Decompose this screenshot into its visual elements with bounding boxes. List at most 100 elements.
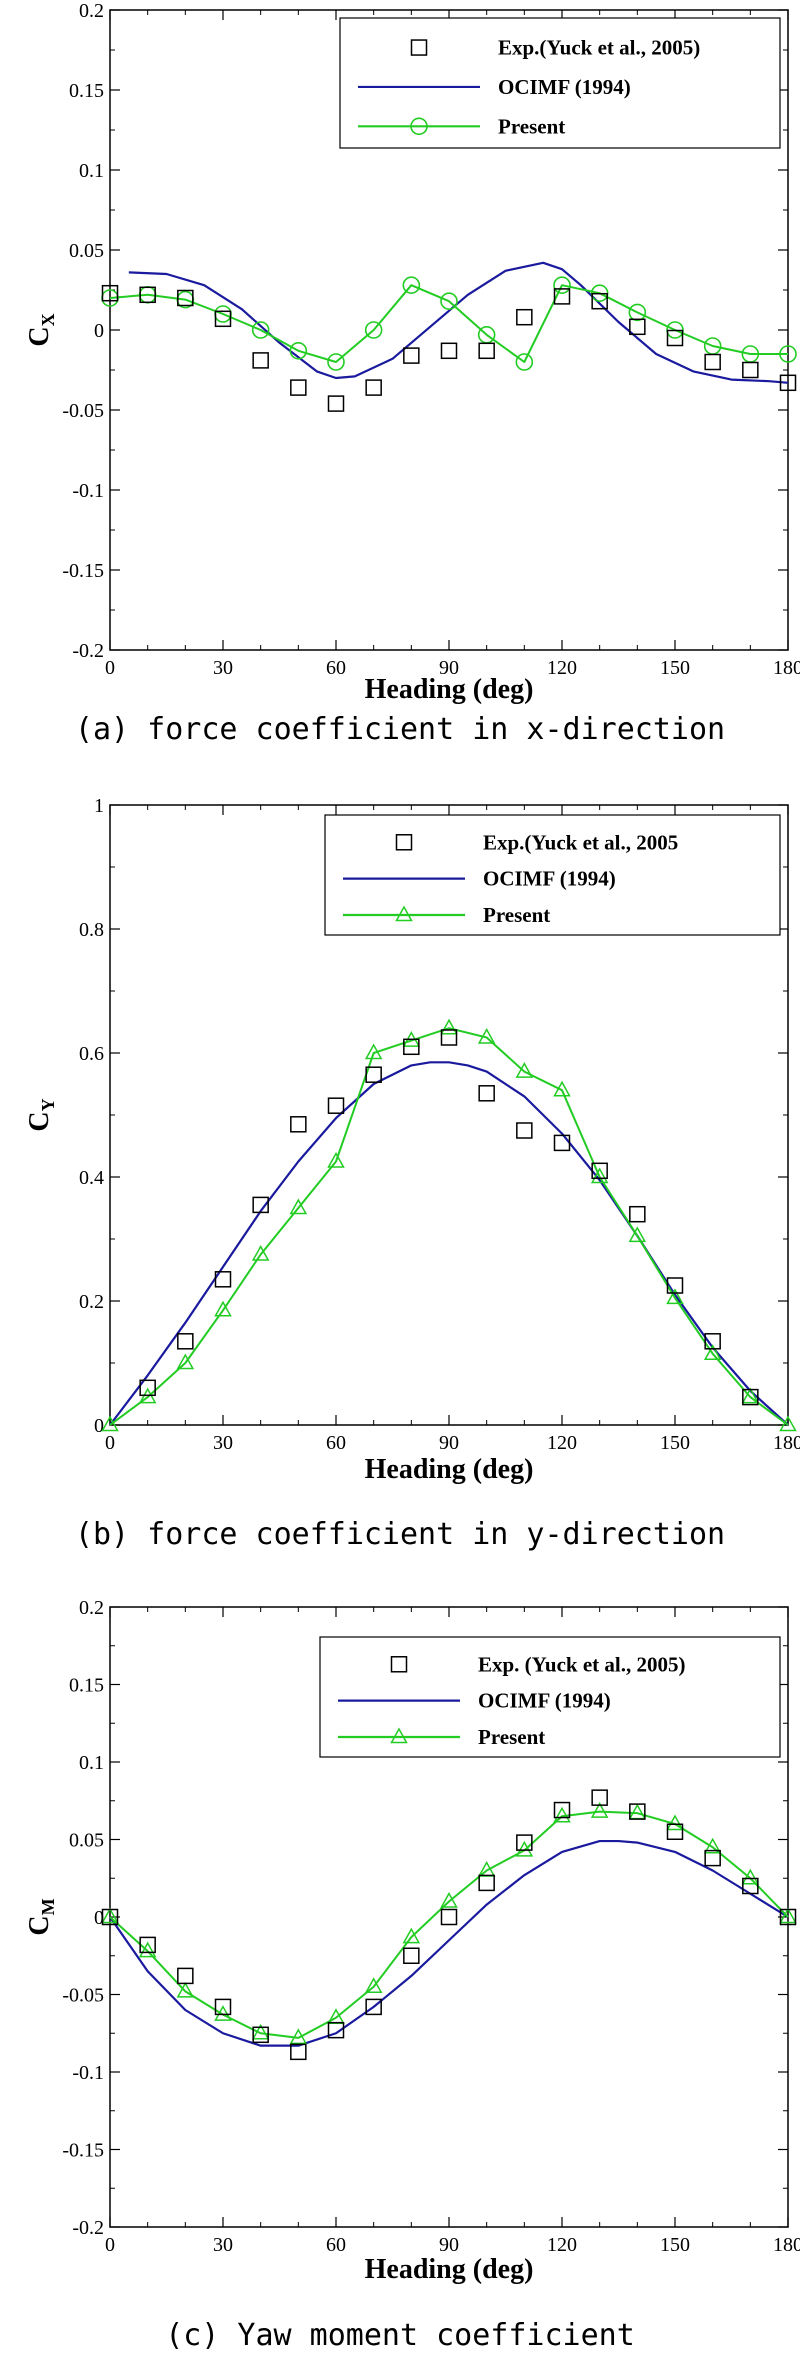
y-tick-label: 0.8 [79,919,104,941]
data-point-square [177,1967,194,1985]
y-tick-label: 0.15 [69,80,104,102]
y-tick-label: 1 [94,795,104,817]
data-point-square [666,329,684,347]
data-point-circle [364,321,383,339]
data-point-square [139,1936,156,1954]
data-point-square [139,1379,156,1397]
data-point-square [252,352,269,369]
data-point-circle [553,276,571,295]
data-point-square [704,353,721,371]
data-point-triangle [251,1244,270,1261]
data-point-square [742,361,759,379]
data-point-triangle [666,1814,684,1831]
y-tick-label: -0.05 [62,1985,104,2007]
legend-label: Present [478,1725,545,1749]
data-point-triangle [515,1840,534,1857]
data-point-square [327,2021,345,2039]
data-point-triangle [553,1806,571,1823]
y-axis-label: CM [24,1898,58,1935]
data-point-triangle [628,1803,647,1820]
legend-label: OCIMF (1994) [478,1689,611,1713]
x-tick-label: 150 [660,1432,690,1454]
data-point-square [516,1834,533,1851]
x-tick-label: 0 [105,1432,115,1454]
data-point-square [403,1947,420,1964]
x-tick-label: 90 [439,657,459,679]
data-point-square [410,39,428,56]
data-point-circle [327,353,345,371]
data-point-square [290,379,307,396]
y-tick-label: -0.1 [72,480,104,502]
data-point-square [327,395,345,412]
legend: Exp.(Yuck et al., 2005 OCIMF (1994) Presen… [324,814,781,936]
x-tick-label: 0 [105,657,115,679]
data-point-triangle [138,1941,157,1958]
data-point-square [440,1029,458,1046]
y-tick-label: 0 [94,1907,104,1929]
x-tick-label: 30 [213,657,233,679]
caption-a: (a) force coefficient in x-direction [74,712,726,747]
data-point-square [290,2043,307,2061]
y-tick-label: 0.05 [69,1830,104,1852]
data-point-circle [410,117,428,136]
x-tick-label: 90 [439,1432,459,1454]
y-tick-label: -0.2 [72,2217,104,2239]
data-point-square [591,292,608,310]
y-tick-label: 0.2 [79,1597,104,1619]
legend-label: OCIMF (1994) [483,867,616,891]
data-point-triangle [251,2023,270,2040]
legend: Exp.(Yuck et al., 2005) OCIMF (1994) Prese… [339,17,781,149]
data-point-square [629,318,646,336]
x-tick-label: 0 [105,2234,115,2256]
y-axis-label-main: C [24,1111,55,1131]
data-point-square [779,1908,797,1926]
x-tick-label: 180 [773,2234,800,2256]
y-tick-label: 0.2 [79,0,104,22]
data-point-triangle [703,1837,722,1854]
data-point-square [704,1849,721,1867]
data-point-triangle [703,1344,722,1360]
data-point-circle [402,276,421,295]
data-point-triangle [364,1043,383,1060]
data-point-square [214,1271,232,1288]
data-point-square [177,289,194,307]
data-point-square [629,1803,646,1820]
data-point-square [704,1333,721,1350]
y-axis-label-main: C [24,326,55,346]
data-point-square [365,1998,382,2016]
series-line [109,1061,789,1426]
legend-label: Exp. (Yuck et al., 2005) [478,1652,686,1676]
x-axis-label: Heading (deg) [365,1454,534,1485]
y-tick-label: -0.2 [72,640,104,662]
series-line [109,1027,789,1426]
data-point-square [553,288,571,305]
data-point-triangle [628,1226,647,1243]
y-tick-label: 0.1 [79,1752,104,1774]
data-point-square [395,834,413,851]
data-point-square [516,1122,533,1139]
y-tick-label: 0.2 [79,1291,104,1313]
series-line [109,1839,789,2047]
data-point-square [101,1908,119,1926]
y-tick-label: -0.15 [62,560,104,582]
data-point-triangle [395,905,413,922]
data-point-square [553,1134,571,1152]
data-point-circle [628,303,647,322]
series-present [101,1018,797,1432]
data-point-square [440,1908,458,1926]
data-point-circle [779,345,797,363]
series-exp [101,284,797,412]
series-exp [101,1789,797,2061]
data-point-triangle [553,1080,571,1097]
data-point-circle [289,341,308,360]
x-tick-label: 60 [326,1432,346,1454]
legend-label: Present [498,114,565,138]
data-point-square [779,374,797,392]
x-tick-label: 180 [773,1432,800,1454]
data-point-triangle [779,1907,797,1924]
data-point-square [390,1656,408,1673]
legend: Exp. (Yuck et al., 2005) OCIMF (1994) Pres… [319,1636,781,1758]
y-axis-label-main: C [24,1915,55,1935]
data-point-square [101,284,119,302]
data-point-square [214,1998,232,2016]
